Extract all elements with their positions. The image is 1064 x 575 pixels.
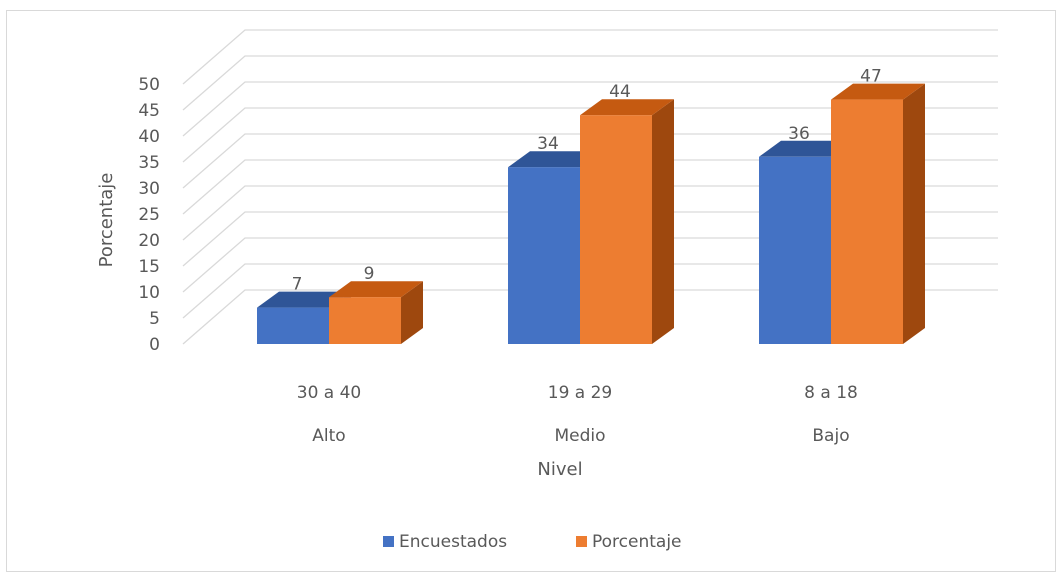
gridline: [182, 81, 998, 137]
y-tick-label: 5: [149, 309, 160, 329]
y-tick-label: 15: [138, 257, 160, 277]
bar-top: [831, 83, 925, 100]
category-range-label: 8 a 18: [804, 383, 858, 403]
category-level-label: Alto: [312, 426, 345, 446]
legend: Encuestados Porcentaje: [383, 532, 682, 552]
gridline: [182, 55, 998, 111]
bar-front: [580, 115, 652, 344]
bar-top: [580, 99, 674, 116]
y-tick-label: 35: [138, 153, 160, 173]
bar-top: [257, 291, 351, 308]
gridline: [182, 185, 998, 241]
bar-top: [508, 151, 602, 168]
category-labels: 30 a 40 Alto 19 a 29 Medio 8 a 18 Bajo: [297, 383, 858, 446]
data-label: 34: [537, 134, 559, 154]
data-label: 47: [860, 67, 882, 87]
bars-layer: [257, 83, 925, 344]
y-tick-label: 10: [138, 283, 160, 303]
bar-front: [759, 156, 831, 344]
y-tick-label: 20: [138, 231, 160, 251]
gridline: [182, 289, 998, 345]
data-label: 36: [788, 124, 810, 144]
legend-item-encuestados: Encuestados: [383, 532, 507, 552]
legend-label: Porcentaje: [592, 532, 682, 552]
gridline: [182, 133, 998, 189]
gridline: [182, 159, 998, 215]
bar-top: [329, 281, 423, 298]
gridline: [182, 29, 998, 85]
y-tick-label: 25: [138, 205, 160, 225]
gridline: [182, 211, 998, 267]
y-tick-label: 40: [138, 127, 160, 147]
y-tick-label: 0: [149, 335, 160, 355]
gridline: [182, 107, 998, 163]
bar-side: [652, 99, 674, 344]
legend-swatch: [576, 536, 587, 547]
gridline: [182, 263, 998, 319]
data-label: 9: [364, 264, 375, 284]
data-label: 44: [609, 82, 631, 102]
bar-top: [759, 140, 853, 157]
y-tick-label: 30: [138, 179, 160, 199]
gridline: [182, 237, 998, 293]
bar-porcentaje-3: [831, 83, 925, 344]
grid-layer: [182, 29, 998, 345]
bar-front: [508, 167, 580, 344]
category-range-label: 30 a 40: [297, 383, 362, 403]
y-axis-title: Porcentaje: [96, 173, 117, 268]
category-level-label: Medio: [554, 426, 605, 446]
x-axis-title: Nivel: [537, 459, 582, 480]
legend-label: Encuestados: [399, 532, 507, 552]
legend-item-porcentaje: Porcentaje: [576, 532, 682, 552]
bar-porcentaje-1: [329, 281, 423, 344]
bar-front: [257, 307, 329, 344]
bar-side: [903, 83, 925, 344]
data-label: 7: [292, 275, 303, 295]
category-range-label: 19 a 29: [548, 383, 613, 403]
bar-front: [831, 99, 903, 344]
y-tick-label: 45: [138, 101, 160, 121]
data-labels-layer: 7 9 34 44 36 47: [292, 67, 882, 295]
y-tick-label: 50: [138, 75, 160, 95]
bar-side: [401, 281, 423, 344]
legend-swatch: [383, 536, 394, 547]
y-axis-ticks: 0 5 10 15 20 25 30 35 40 45 50: [138, 75, 160, 355]
bar-front: [329, 297, 401, 344]
category-level-label: Bajo: [812, 426, 849, 446]
bar-porcentaje-2: [580, 99, 674, 344]
